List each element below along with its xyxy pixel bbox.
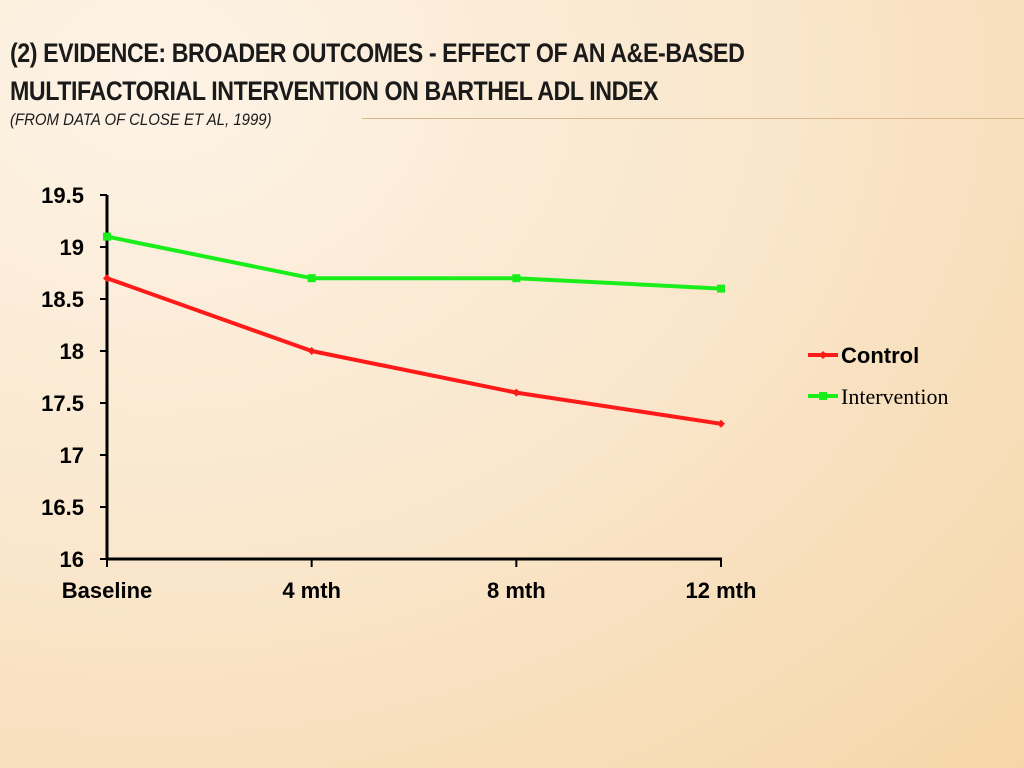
- x-tick-label: 12 mth: [686, 578, 757, 603]
- legend-control-label: Control: [841, 343, 919, 368]
- y-tick-label: 18: [60, 339, 84, 364]
- y-tick-label: 17: [60, 443, 84, 468]
- control-data-point: [717, 419, 725, 428]
- intervention-data-point: [512, 274, 521, 283]
- y-tick-label: 17.5: [41, 391, 84, 416]
- x-tick-label: 4 mth: [282, 578, 341, 603]
- x-tick-label: Baseline: [62, 578, 153, 603]
- x-tick-label: 8 mth: [487, 578, 546, 603]
- y-tick-label: 18.5: [41, 287, 84, 312]
- legend-control-marker: [819, 351, 827, 359]
- control-data-point: [307, 347, 316, 355]
- y-tick-label: 19: [60, 235, 84, 260]
- y-tick-label: 19.5: [41, 183, 84, 208]
- intervention-data-point: [717, 284, 725, 293]
- y-tick-label: 16.5: [41, 495, 84, 520]
- intervention-series-line: [106, 234, 722, 291]
- legend-intervention-label: Intervention: [841, 384, 949, 409]
- intervention-data-point: [307, 274, 316, 283]
- legend-intervention-marker: [819, 392, 827, 400]
- title-line-1: (2) Evidence: Broader outcomes - Effect …: [10, 38, 745, 68]
- title-line-2: multifactorial intervention on Barthel A…: [10, 76, 659, 106]
- y-tick-label: 16: [60, 547, 84, 572]
- control-data-point: [103, 274, 111, 283]
- control-data-point: [512, 388, 521, 397]
- title-divider: [362, 118, 1024, 119]
- control-series-line: [106, 276, 722, 426]
- title-subtitle: (from data of Close et al, 1999): [10, 110, 272, 129]
- intervention-data-point: [103, 232, 111, 241]
- slide-title: (2) Evidence: Broader outcomes - Effect …: [10, 34, 864, 130]
